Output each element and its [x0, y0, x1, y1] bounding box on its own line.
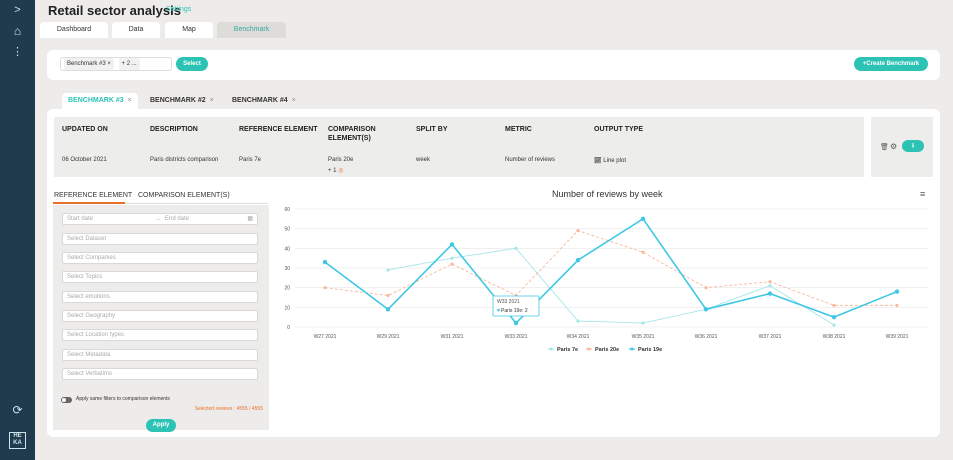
output-type-value: 📈︎ Line plot — [594, 157, 626, 164]
select-button[interactable]: Select — [176, 57, 208, 71]
logout-icon[interactable]: ⟳ — [12, 403, 23, 417]
date-range-input[interactable]: Start date → End date ▦ — [62, 213, 258, 225]
benchmark-selector-panel: Benchmark #3 × + 2 ... Select +Create Be… — [47, 50, 940, 80]
chip-label: Benchmark #3 — [67, 61, 106, 67]
end-date: End date — [165, 216, 190, 222]
apply-same-filters-label: Apply same filters to comparison element… — [76, 396, 170, 402]
benchmark-multiselect[interactable]: Benchmark #3 × + 2 ... — [60, 57, 172, 71]
tab-benchmark-3[interactable]: BENCHMARK #3 × — [62, 93, 138, 109]
calendar-icon: ▦ — [247, 216, 253, 222]
split-by-value: week — [416, 157, 431, 163]
header-description: DESCRIPTION — [150, 126, 198, 133]
tab-dashboard[interactable]: Dashboard — [40, 22, 108, 38]
reference-value: Paris 7e — [239, 157, 262, 163]
updated-on-value: 06 October 2021 — [62, 157, 107, 163]
tab-benchmark-4[interactable]: BENCHMARK #4 × — [226, 93, 302, 109]
companies-select[interactable]: Select Companies — [62, 252, 258, 264]
expand-icon[interactable]: > — [14, 4, 21, 16]
chart-title: Number of reviews by week — [552, 189, 663, 199]
eye-icon[interactable]: ◎ — [338, 168, 344, 174]
arrow-right-icon: → — [155, 216, 161, 222]
logo-line1: HE — [13, 433, 22, 439]
benchmark-actions: 🗑︎ ⚙︎ ⭳ — [871, 117, 933, 177]
active-tab-indicator — [53, 202, 125, 204]
create-benchmark-button[interactable]: +Create Benchmark — [854, 57, 928, 71]
close-icon[interactable]: × — [209, 97, 214, 104]
tab-label: BENCHMARK #3 — [68, 97, 124, 104]
header-metric: METRIC — [505, 126, 532, 133]
hamburger-menu-icon[interactable]: ≡ — [920, 189, 926, 199]
tab-data[interactable]: Data — [112, 22, 160, 38]
header-updated-on: UPDATED ON — [62, 126, 108, 133]
toggle-knob — [62, 398, 66, 402]
description-value: Paris districts comparison — [150, 157, 219, 163]
tab-benchmark[interactable]: Benchmark — [217, 22, 286, 38]
logo-line2: KA — [13, 440, 22, 446]
more-chip: + 2 ... — [118, 58, 140, 70]
filter-panel: Start date → End date ▦ Select Dataset S… — [53, 205, 269, 432]
benchmark-info-table: UPDATED ON DESCRIPTION REFERENCE ELEMENT… — [54, 117, 864, 177]
verbatims-select[interactable]: Select Verbatims — [62, 368, 258, 380]
apply-button[interactable]: Apply — [146, 419, 176, 432]
tab-label: BENCHMARK #4 — [232, 97, 288, 104]
settings-link[interactable]: Settings — [166, 6, 192, 13]
benchmark-content: UPDATED ON DESCRIPTION REFERENCE ELEMENT… — [47, 109, 940, 437]
logo: HE KA — [9, 432, 26, 449]
comparison-more-label: + 1 — [328, 168, 337, 174]
tab-comparison-elements[interactable]: COMPARISON ELEMENT(S) — [138, 192, 230, 199]
start-date: Start date — [67, 216, 94, 222]
close-icon[interactable]: × — [291, 97, 296, 104]
selected-chip: Benchmark #3 × — [64, 58, 114, 70]
close-icon[interactable]: × — [127, 97, 132, 104]
header-split-by: SPLIT BY — [416, 126, 448, 133]
trash-icon[interactable]: 🗑︎ — [880, 144, 889, 151]
sidebar: > ⌂ ⋮ ⟳ HE KA — [0, 0, 35, 460]
more-icon[interactable]: ⋮ — [12, 46, 23, 58]
home-icon[interactable]: ⌂ — [13, 24, 22, 38]
tab-divider — [125, 203, 268, 204]
tab-map[interactable]: Map — [165, 22, 213, 38]
page-title: Retail sector analysis — [48, 3, 181, 18]
tab-benchmark-2[interactable]: BENCHMARK #2 × — [144, 93, 220, 109]
emotions-select[interactable]: Select emotions — [62, 291, 258, 303]
topics-select[interactable]: Select Topics — [62, 271, 258, 283]
dataset-select[interactable]: Select Dataset — [62, 233, 258, 245]
tab-reference-element[interactable]: REFERENCE ELEMENT — [54, 192, 133, 199]
apply-same-filters-toggle[interactable] — [61, 397, 72, 403]
geography-select[interactable]: Select Geography — [62, 310, 258, 322]
gear-icon[interactable]: ⚙︎ — [890, 142, 898, 151]
tab-label: BENCHMARK #2 — [150, 97, 206, 104]
close-icon[interactable]: × — [107, 61, 111, 67]
comparison-value: Paris 20e — [328, 157, 354, 163]
comparison-more[interactable]: + 1 ◎ — [328, 167, 343, 174]
header-comparison: COMPARISON ELEMENT(S) — [328, 126, 376, 142]
line-plot-icon: 📈︎ — [594, 158, 602, 164]
selected-reviews: Selected reviews : 4555 / 4555 — [194, 406, 263, 412]
metric-value: Number of reviews — [505, 157, 556, 163]
download-button[interactable]: ⭳ — [902, 140, 924, 152]
header-output-type: OUTPUT TYPE — [594, 126, 644, 133]
header-reference: REFERENCE ELEMENT — [239, 126, 318, 133]
metadata-select[interactable]: Select Metadata — [62, 349, 258, 361]
output-type-label: Line plot — [603, 158, 626, 164]
location-types-select[interactable]: Select Location types — [62, 329, 258, 341]
